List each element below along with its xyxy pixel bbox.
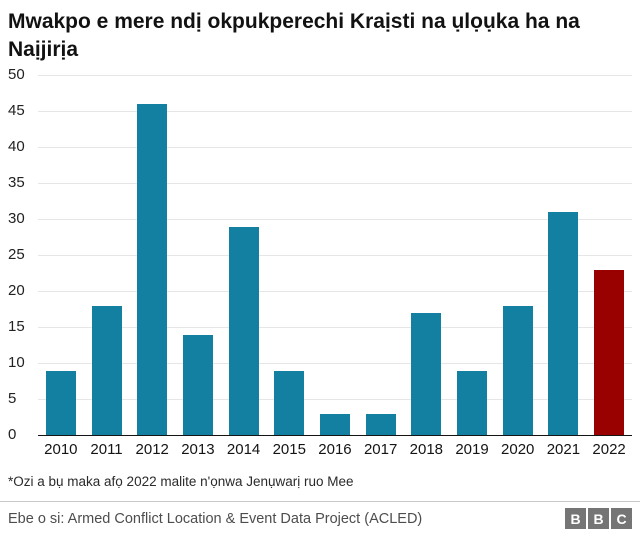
bbc-logo-block: B (565, 508, 586, 530)
gridline (38, 147, 632, 149)
bbc-logo: B B C (565, 508, 632, 530)
y-tick-label-15: 15 (8, 318, 25, 336)
bar-2018 (411, 313, 442, 436)
gridline (38, 111, 632, 113)
chart-footnote: *Ozi a bụ maka afọ 2022 malite n'ọnwa Je… (8, 474, 354, 490)
x-tick-label-2010: 2010 (44, 441, 78, 459)
bar-slot-2011 (84, 75, 130, 436)
x-tick-label-2020: 2020 (501, 441, 535, 459)
bbc-logo-block: B (588, 508, 609, 530)
x-tick-label-2011: 2011 (90, 441, 123, 459)
bar-slot-2014 (221, 75, 267, 436)
gridline (38, 183, 632, 185)
x-tick-label-2016: 2016 (318, 441, 352, 459)
gridline (38, 291, 632, 293)
gridline (38, 75, 632, 77)
bar-2016 (319, 413, 350, 436)
x-tick-label-2017: 2017 (363, 441, 398, 459)
bar-chart: 0 5 10 15 20 25 30 35 40 45 50 2010 2011 2012 2013 201… (8, 66, 632, 458)
x-axis-baseline (38, 435, 632, 437)
x-tick-label-2019: 2019 (455, 441, 489, 459)
x-tick-label-2014: 2014 (226, 441, 261, 459)
x-axis-labels: 2010 2011 2012 2013 2014 2015 2016 2017 2018 2019… (38, 441, 632, 458)
bar-2012 (137, 104, 168, 436)
bars-container (38, 75, 632, 436)
bar-slot-2015 (266, 75, 312, 436)
bar-2013 (182, 334, 213, 436)
bar-2022 (594, 269, 625, 436)
gridline (38, 219, 632, 221)
source-row: Ebe o si: Armed Conflict Location & Even… (8, 502, 632, 530)
bar-2010 (45, 370, 76, 436)
source-text: Ebe o si: Armed Conflict Location & Even… (8, 510, 423, 527)
y-tick-label-50: 50 (8, 66, 25, 84)
bbc-logo-block: C (611, 508, 632, 530)
plot-area: 0 5 10 15 20 25 30 35 40 45 50 (8, 66, 632, 443)
bar-slot-2012 (129, 75, 175, 436)
x-tick-label-2012: 2012 (135, 441, 169, 459)
x-tick-label-2022: 2022 (592, 441, 626, 459)
gridline (38, 255, 632, 257)
bar-slot-2010 (38, 75, 84, 436)
x-tick-label-2015: 2015 (272, 441, 306, 459)
bar-2021 (548, 212, 579, 436)
bar-2011 (91, 305, 122, 436)
x-tick-label-2021: 2021 (546, 441, 581, 459)
chart-title: Mwakpo e mere ndị okpukperechi Kraịsti n… (8, 10, 580, 61)
y-tick-label-10: 10 (8, 354, 25, 372)
y-tick-label-5: 5 (8, 390, 17, 408)
y-tick-label-0: 0 (8, 426, 17, 444)
x-tick-label-2013: 2013 (181, 441, 215, 459)
gridline (38, 399, 632, 401)
x-tick-label-2018: 2018 (409, 441, 444, 459)
bar-slot-2021 (541, 75, 587, 436)
y-tick-label-30: 30 (8, 210, 25, 228)
y-tick-label-25: 25 (8, 246, 25, 264)
bar-2014 (228, 226, 259, 436)
bar-2020 (502, 305, 533, 436)
gridline (38, 327, 632, 329)
y-tick-label-45: 45 (8, 102, 25, 120)
bar-slot-2013 (175, 75, 221, 436)
bar-slot-2016 (312, 75, 358, 436)
bar-slot-2020 (495, 75, 541, 436)
bar-slot-2019 (449, 75, 495, 436)
bar-2015 (274, 370, 305, 436)
bar-slot-2022 (586, 75, 632, 436)
bar-slot-2017 (358, 75, 404, 436)
divider (0, 501, 640, 503)
bar-2017 (365, 413, 396, 436)
bar-2019 (457, 370, 488, 436)
y-tick-label-20: 20 (8, 282, 25, 300)
y-tick-label-35: 35 (8, 174, 25, 192)
gridline (38, 363, 632, 365)
y-tick-label-40: 40 (8, 138, 25, 156)
bar-slot-2018 (404, 75, 450, 436)
